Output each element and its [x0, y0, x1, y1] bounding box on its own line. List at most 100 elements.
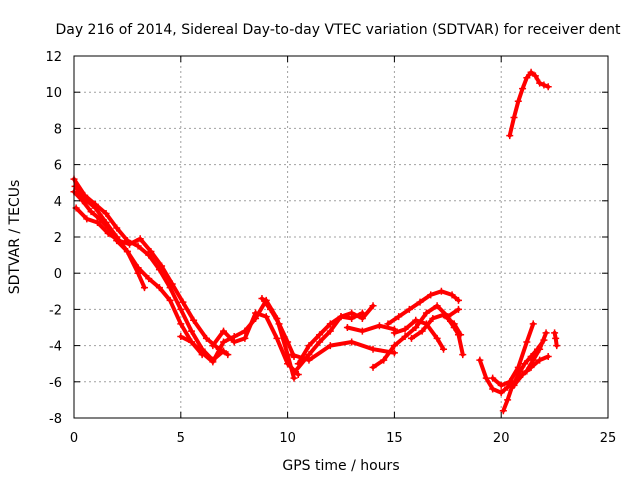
data-point-marker [506, 378, 514, 386]
data-point-marker [552, 334, 560, 342]
data-point-marker [147, 247, 155, 255]
data-point-marker [429, 314, 437, 322]
y-axis-label: SDTVAR / TECUs [7, 180, 23, 295]
x-tick-label: 5 [177, 431, 185, 446]
data-point-marker [459, 351, 467, 359]
data-point-marker [544, 352, 552, 360]
data-point-marker [326, 342, 334, 350]
data-point-marker [416, 298, 424, 306]
data-point-marker [418, 327, 426, 335]
data-point-marker [326, 320, 334, 328]
data-point-marker [71, 182, 79, 190]
data-point-marker [337, 313, 345, 321]
data-point-marker [104, 229, 112, 237]
y-tick-label: -8 [49, 412, 62, 427]
data-point-marker [102, 209, 110, 217]
data-point-marker [288, 351, 296, 359]
data-point-marker [155, 284, 163, 292]
data-point-marker [454, 305, 462, 313]
data-point-marker [448, 291, 456, 299]
data-point-marker [489, 374, 497, 382]
y-tick-label: 0 [54, 267, 62, 282]
data-point-marker [369, 302, 377, 310]
data-point-marker [262, 313, 270, 321]
data-point-marker [375, 322, 383, 330]
data-point-marker [497, 389, 505, 397]
data-point-marker [134, 269, 142, 277]
data-point-marker [527, 68, 535, 76]
data-point-marker [384, 320, 392, 328]
data-point-marker [504, 396, 512, 404]
data-point-marker [536, 356, 544, 364]
data-point-marker [454, 296, 462, 304]
data-point-marker [358, 327, 366, 335]
data-point-marker [220, 338, 228, 346]
data-point-marker [305, 356, 313, 364]
data-point-marker [395, 313, 403, 321]
series-trace-16 [445, 316, 465, 357]
data-point-marker [140, 284, 148, 292]
chart-title: Day 216 of 2014, Sidereal Day-to-day VTE… [55, 22, 621, 38]
data-point-marker [284, 360, 292, 368]
x-tick-label: 0 [70, 431, 78, 446]
data-point-marker [81, 195, 89, 203]
data-point-marker [158, 262, 166, 270]
data-point-marker [316, 331, 324, 339]
x-tick-label: 20 [493, 431, 510, 446]
x-tick-label: 15 [386, 431, 403, 446]
data-point-marker [267, 305, 275, 313]
data-point-marker [102, 219, 110, 227]
data-point-marker [523, 74, 531, 82]
data-point-marker [380, 356, 388, 364]
data-point-marker [390, 349, 398, 357]
y-tick-label: 2 [54, 231, 62, 246]
data-point-marker [553, 342, 561, 350]
data-point-marker [529, 320, 537, 328]
data-point-marker [187, 338, 195, 346]
data-point-marker [168, 280, 176, 288]
series-layer [70, 68, 561, 415]
data-point-marker [499, 407, 507, 415]
y-tick-label: 4 [54, 195, 62, 210]
data-point-marker [529, 356, 537, 364]
series-trace-8 [292, 303, 375, 375]
data-point-marker [348, 314, 356, 322]
data-point-marker [252, 309, 260, 317]
data-point-marker [536, 345, 544, 353]
data-point-marker [358, 309, 366, 317]
data-point-marker [412, 324, 420, 331]
y-tick-label: -2 [49, 303, 62, 318]
data-point-marker [224, 351, 232, 359]
data-point-marker [482, 374, 490, 382]
data-point-marker [93, 219, 101, 227]
data-point-marker [489, 385, 497, 393]
data-point-marker [523, 367, 531, 375]
data-point-marker [113, 233, 121, 241]
data-point-marker [145, 275, 153, 283]
data-point-marker [401, 325, 409, 333]
data-point-marker [412, 316, 420, 324]
data-point-marker [348, 338, 356, 346]
data-point-marker [450, 324, 458, 331]
data-point-marker [177, 320, 185, 328]
series-trace-21 [524, 330, 549, 373]
data-point-marker [433, 334, 441, 342]
data-point-marker [369, 363, 377, 371]
data-point-marker [390, 342, 398, 350]
data-point-marker [506, 132, 514, 140]
y-tick-label: 6 [54, 159, 62, 174]
x-tick-label: 10 [279, 431, 296, 446]
data-point-marker [275, 320, 283, 328]
series-trace-10 [289, 340, 397, 363]
data-point-marker [305, 342, 313, 350]
data-point-marker [476, 356, 484, 364]
y-tick-label: -6 [49, 376, 62, 391]
data-point-marker [519, 371, 527, 379]
series-trace-11 [345, 323, 397, 334]
data-point-marker [230, 338, 238, 346]
data-point-marker [136, 235, 144, 243]
tick-layer: 0 5 10 15 20 25 -8 -6 -4 -2 0 2 4 6 8 10 12 [45, 50, 616, 446]
series-trace-23 [507, 70, 551, 138]
data-point-marker [542, 329, 550, 337]
